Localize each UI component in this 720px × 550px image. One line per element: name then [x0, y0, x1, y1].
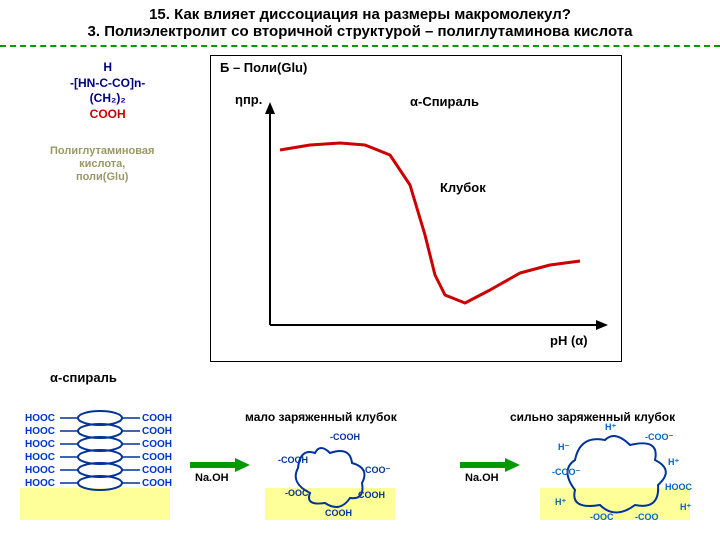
formula-line-4: COOH: [70, 107, 145, 123]
svg-text:HOOC: HOOC: [25, 426, 55, 437]
svg-text:H⁺: H⁺: [680, 502, 691, 512]
svg-text:H⁺: H⁺: [668, 457, 679, 467]
helix-svg: HOOC COOH HOOC COOH HOOC COOH HOOC COOH HOOC COOH…: [20, 410, 180, 510]
chart-annotation-spiral: α-Спираль: [410, 94, 479, 109]
svg-text:HOOC: HOOC: [25, 413, 55, 424]
svg-text:-COO⁻: -COO⁻: [362, 465, 390, 475]
svg-text:HOOC: HOOC: [665, 482, 693, 492]
svg-text:-OOC: -OOC: [285, 488, 309, 498]
svg-text:COOH: COOH: [142, 465, 172, 476]
arrow-2: [460, 458, 520, 472]
caption-center: мало заряженный клубок: [245, 410, 397, 424]
title-line-2: 3. Полиэлектролит со вторичной структуро…: [20, 23, 700, 40]
svg-text:COOH: COOH: [142, 439, 172, 450]
svg-text:H⁻: H⁻: [558, 442, 569, 452]
svg-text:HOOC: HOOC: [25, 478, 55, 489]
svg-text:-COO: -COO: [635, 512, 659, 522]
svg-text:H⁺: H⁺: [555, 497, 566, 507]
svg-text:-COO⁻: -COO⁻: [645, 432, 673, 442]
naoh-2: Na.OH: [465, 472, 499, 484]
svg-text:COOH: COOH: [142, 426, 172, 437]
blob-small: -COOH -COOH -COO⁻ -OOC COOH COOH: [270, 428, 400, 523]
arrow-1: [190, 458, 250, 472]
main-area: H -[HN-C-CO]n- (CH₂)₂ COOH Полиглутамино…: [10, 50, 710, 410]
divider: [0, 45, 720, 47]
bottom-row: HOOC COOH HOOC COOH HOOC COOH HOOC COOH HOOC COOH…: [10, 410, 710, 550]
chart-annotation-coil: Клубок: [440, 180, 486, 195]
y-axis-label: ηпр.: [235, 92, 262, 107]
naoh-1: Na.OH: [195, 472, 229, 484]
svg-text:COOH: COOH: [142, 452, 172, 463]
svg-text:-OOC: -OOC: [590, 512, 614, 522]
formula-line-3: (CH₂)₂: [70, 91, 145, 107]
svg-text:-COO⁻: -COO⁻: [552, 467, 580, 477]
svg-text:COOH: COOH: [358, 490, 385, 500]
blob-large: H⁺ H⁻ -COO⁻ H⁺ -COO⁻ HOOC H⁺ -OOC -COO H⁺: [550, 420, 710, 530]
svg-text:-COOH: -COOH: [330, 432, 360, 442]
svg-text:H⁺: H⁺: [605, 422, 616, 432]
x-axis-label: pH (α): [550, 333, 588, 348]
formula-caption: Полиглутаминоваякислота,поли(Glu): [50, 145, 154, 185]
svg-text:COOH: COOH: [325, 508, 352, 518]
svg-text:-COOH: -COOH: [278, 455, 308, 465]
svg-text:HOOC: HOOC: [25, 465, 55, 476]
title-line-1: 15. Как влияет диссоциация на размеры ма…: [20, 6, 700, 23]
svg-text:HOOC: HOOC: [25, 452, 55, 463]
svg-text:COOH: COOH: [142, 478, 172, 489]
svg-text:COOH: COOH: [142, 413, 172, 424]
formula-line-2: -[HN-C-CO]n-: [70, 76, 145, 92]
chemical-formula: H -[HN-C-CO]n- (CH₂)₂ COOH: [70, 60, 145, 122]
formula-line-1: H: [70, 60, 145, 76]
svg-text:HOOC: HOOC: [25, 439, 55, 450]
chart-title: Б – Поли(Glu): [220, 60, 400, 75]
helix-label: α-спираль: [50, 370, 117, 385]
